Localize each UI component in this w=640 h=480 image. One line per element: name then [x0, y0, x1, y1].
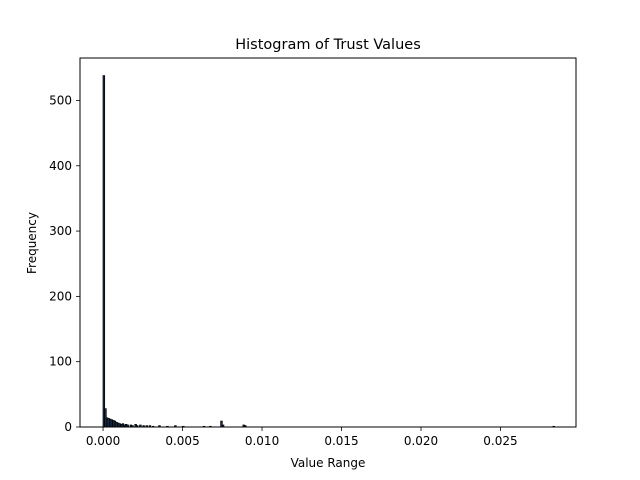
x-tick-label: 0.015 — [324, 434, 358, 448]
x-tick-label: 0.000 — [86, 434, 120, 448]
histogram-bar — [102, 75, 106, 428]
x-tick-label: 0.005 — [165, 434, 199, 448]
plot-frame — [79, 57, 577, 428]
y-tick-label: 300 — [49, 224, 72, 238]
chart-title: Histogram of Trust Values — [235, 37, 421, 53]
x-tick-label: 0.020 — [404, 434, 438, 448]
y-tick-label: 400 — [49, 159, 72, 173]
y-tick-label: 500 — [49, 93, 72, 107]
histogram-bars — [102, 75, 555, 428]
y-tick-label: 100 — [49, 355, 72, 369]
x-tick-label: 0.025 — [483, 434, 517, 448]
y-axis-title: Frequency — [25, 212, 39, 274]
x-tick-label: 0.010 — [245, 434, 279, 448]
y-tick-label: 0 — [64, 420, 72, 434]
y-tick-label: 200 — [49, 289, 72, 303]
x-axis-ticks: 0.000 0.005 0.010 0.015 0.020 0.025 — [86, 427, 518, 448]
x-axis-title: Value Range — [291, 456, 366, 470]
y-axis-ticks: 0 100 200 300 400 500 — [49, 93, 80, 434]
